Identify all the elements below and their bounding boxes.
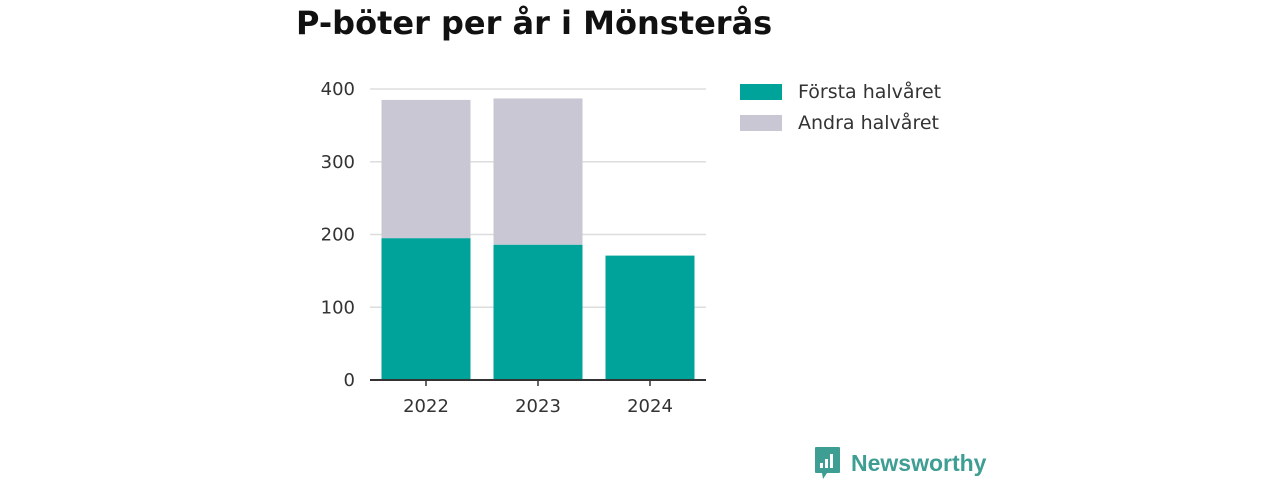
legend-item-forsta: Första halvåret [740, 76, 941, 107]
bar-2022-forsta [381, 238, 471, 380]
chart-title: P-böter per år i Mönsterås [296, 4, 773, 42]
x-axis: 2022 2023 2024 [370, 379, 706, 417]
bars [381, 98, 695, 380]
y-tick-label: 300 [321, 152, 355, 173]
bar-2023-andra [493, 98, 583, 245]
bar-2023-forsta [493, 244, 583, 380]
x-tick-label: 2024 [627, 396, 673, 417]
y-axis: 0 100 200 300 400 [321, 79, 355, 391]
legend-item-andra: Andra halvåret [740, 107, 941, 138]
x-tick-label: 2023 [515, 396, 561, 417]
bar-2022-andra [381, 99, 471, 239]
y-tick-label: 0 [344, 370, 355, 391]
legend-swatch-andra [740, 114, 782, 131]
y-tick-label: 200 [321, 225, 355, 246]
newsworthy-logo-icon [815, 447, 840, 479]
brand: Newsworthy [814, 446, 986, 480]
legend-swatch-forsta [740, 83, 782, 100]
x-tick-label: 2022 [403, 396, 449, 417]
legend-label-forsta: Första halvåret [798, 80, 942, 103]
legend: Första halvåret Andra halvåret [740, 76, 941, 138]
y-tick-label: 400 [321, 79, 355, 100]
y-tick-label: 100 [321, 297, 355, 318]
brand-name: Newsworthy [851, 449, 987, 476]
legend-label-andra: Andra halvåret [798, 111, 939, 134]
bar-2024-forsta [605, 255, 695, 380]
